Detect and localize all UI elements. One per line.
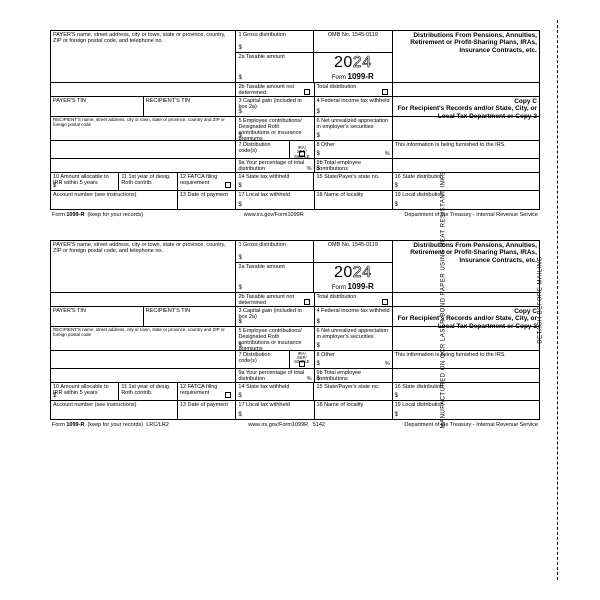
page: CORRECTED (if checked) PAYER'S name, str… (50, 30, 540, 428)
box-1: 1 Gross distribution$ (236, 31, 314, 52)
furnish: This information is being furnished to t… (393, 141, 539, 158)
perforation-line (557, 20, 558, 580)
box-2a: 2a Taxable amount$ (236, 53, 314, 82)
box-13: 13 Date of payment (178, 191, 237, 209)
ira-check[interactable] (299, 151, 305, 157)
box-8: 8 Other$% (315, 141, 393, 158)
fatca-check[interactable] (225, 182, 231, 188)
box-10: 10 Amount allocable to IRR within 5 year… (51, 173, 119, 190)
box-2b-b: Total distribution (315, 83, 393, 97)
year-cell: 2024 Form 1099-R (314, 53, 392, 82)
footer-1: Form 1099-R (keep for your records) www.… (50, 210, 540, 218)
box-9a: 9a Your percentage of total distribution… (236, 159, 314, 173)
box-18: 18 Name of locality (315, 191, 393, 209)
recipient-block: RECIPIENT'S name, street address, city o… (51, 117, 236, 140)
box-4: 4 Federal income tax withheld$ (315, 97, 393, 116)
box-16: 16 State distribution$ (393, 173, 539, 190)
box-17: 17 Local tax withheld$ (236, 191, 314, 209)
payer-block: PAYER'S name, street address, city or to… (51, 31, 236, 82)
box-6: 6 Net unrealized appreciation in employe… (315, 117, 393, 140)
omb: OMB No. 1545-0119 (314, 31, 392, 52)
payer-tin: PAYER'S TIN (51, 97, 144, 116)
box-2b-a-check[interactable] (304, 89, 310, 95)
box-19: 19 Local distribution$ (393, 191, 539, 209)
acct-num: Account number (see instructions) (51, 191, 178, 209)
box-9b: 9b Total employee contributions$ (315, 159, 393, 173)
box-11: 11 1st year of desig. Roth contrib. (119, 173, 178, 190)
box-2b-a: 2b Taxable amount not determined (236, 83, 314, 97)
box-7-sub: IRA/ SEP/ SIMPLE (290, 141, 314, 158)
recip-tin: RECIPIENT'S TIN (144, 97, 237, 116)
box-3: 3 Capital gain (included in box 2a)$ (236, 97, 314, 116)
box-15: 15 State/Payer's state no. (314, 173, 392, 190)
form-copy-2: CORRECTED (if checked) PAYER'S name, str… (50, 240, 540, 428)
copy-c: Copy C For Recipient's Records and/or St… (393, 97, 539, 116)
box-2b-b-check[interactable] (382, 89, 388, 95)
box-12: 12 FATCA filing requirement (178, 173, 237, 190)
form-title: Distributions From Pensions, Annuities, … (393, 31, 539, 82)
box-14: 14 State tax withheld$ (236, 173, 314, 190)
box-5: 5 Employee contributions/ Designated Rot… (236, 117, 314, 140)
box-7: 7 Distribution code(s) (236, 141, 290, 158)
footer-2: Form 1099-R (keep for your records) LRC/… (50, 420, 540, 428)
form-copy-1: CORRECTED (if checked) PAYER'S name, str… (50, 30, 540, 218)
